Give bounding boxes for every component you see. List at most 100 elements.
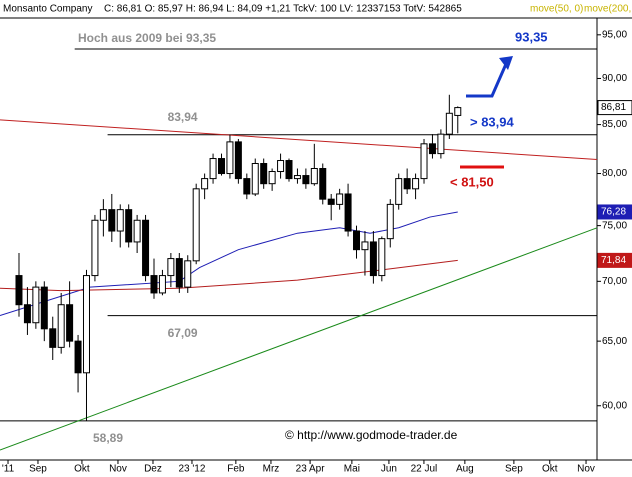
- candle-body: [336, 193, 344, 205]
- x-tick-label: Aug: [456, 464, 474, 475]
- y-tick-label: 80,00: [602, 168, 627, 179]
- candle-body: [150, 275, 158, 294]
- candle-body: [116, 209, 124, 232]
- candle-body: [395, 178, 403, 205]
- candle-body: [293, 175, 301, 180]
- candle-body: [268, 171, 276, 185]
- chart-title: Monsanto Company: [3, 4, 93, 15]
- candle-body: [82, 275, 90, 374]
- candle-body: [353, 230, 361, 251]
- candle-body: [175, 258, 183, 288]
- candle-body: [403, 178, 411, 190]
- x-tick-label: 22 Jul: [411, 464, 438, 475]
- price-tag-label: 86,81: [601, 102, 626, 113]
- legend-entry: move(200, 0): [584, 4, 632, 15]
- y-tick-label: 70,00: [602, 276, 627, 287]
- x-tick-label: Mai: [344, 464, 360, 475]
- legend-entry: move(50, 0): [530, 4, 583, 15]
- moving-average: [0, 259, 458, 292]
- candle-body: [285, 160, 293, 180]
- arrow-head: [499, 56, 513, 70]
- x-tick-label: Jun: [381, 464, 397, 475]
- candle-body: [302, 175, 310, 185]
- price-tag-label: 71,84: [601, 255, 626, 266]
- annotation: Hoch aus 2009 bei 93,35: [78, 31, 216, 45]
- candle-body: [201, 178, 209, 190]
- candle-body: [125, 209, 133, 243]
- y-tick-label: 65,00: [602, 336, 627, 347]
- candle-body: [192, 188, 200, 262]
- arrow: [466, 63, 508, 98]
- candle-body: [412, 178, 420, 190]
- candle-body: [40, 286, 48, 330]
- candle-body: [91, 219, 99, 277]
- candle-body: [32, 286, 40, 324]
- candle-body: [99, 209, 107, 221]
- trendline: [0, 119, 598, 161]
- annotation: > 83,94: [470, 114, 515, 129]
- candle-body: [158, 275, 166, 294]
- candle-body: [133, 219, 141, 243]
- x-tick-label: '11: [2, 464, 15, 475]
- x-tick-label: 23 '12: [178, 464, 205, 475]
- candle-body: [209, 158, 217, 180]
- annotation: 93,35: [515, 29, 548, 44]
- candle-body: [15, 275, 23, 306]
- y-tick-label: 60,00: [602, 400, 627, 411]
- candle-body: [57, 304, 65, 348]
- x-tick-label: Feb: [227, 464, 245, 475]
- candle-body: [327, 198, 335, 205]
- candle-body: [310, 168, 318, 185]
- annotation: < 81,50: [450, 174, 494, 189]
- candle-body: [386, 203, 394, 240]
- x-tick-label: Dez: [144, 464, 162, 475]
- candle-body: [437, 133, 445, 155]
- candle-body: [234, 141, 242, 180]
- x-tick-label: Nov: [109, 464, 127, 475]
- price-tag-label: 76,28: [601, 207, 626, 218]
- x-tick-label: Okt: [542, 464, 558, 475]
- candle-body: [361, 241, 369, 251]
- y-tick-label: 85,00: [602, 119, 627, 130]
- candle-body: [277, 160, 285, 173]
- candle-body: [226, 141, 234, 175]
- candle-body: [454, 107, 462, 116]
- x-tick-label: Okt: [74, 464, 90, 475]
- price-tag: [597, 252, 632, 268]
- trendline: [0, 227, 598, 451]
- candle-body: [243, 178, 251, 195]
- x-tick-label: Mrz: [263, 464, 280, 475]
- candle-body: [167, 258, 175, 277]
- candle-body: [142, 219, 150, 277]
- candle-body: [184, 260, 192, 288]
- candle-body: [445, 112, 453, 135]
- candle-body: [369, 241, 377, 277]
- level-label: 83,94: [168, 110, 198, 124]
- x-tick-label: Nov: [577, 464, 595, 475]
- price-tag: [597, 204, 632, 220]
- candle-body: [420, 143, 428, 180]
- x-tick-label: 23 Apr: [296, 464, 326, 475]
- source: © http://www.godmode-trader.de: [285, 428, 458, 442]
- level-label: 58,89: [93, 431, 123, 445]
- candle-body: [344, 193, 352, 232]
- candle-body: [49, 328, 57, 348]
- candle-body: [319, 168, 327, 200]
- candle-body: [108, 209, 116, 232]
- candle-body: [378, 238, 386, 277]
- candle-body: [66, 304, 74, 342]
- candle-body: [23, 304, 31, 324]
- y-tick-label: 90,00: [602, 73, 627, 84]
- price-tag: [597, 100, 632, 116]
- candle-body: [218, 158, 226, 175]
- y-tick-label: 75,00: [602, 220, 627, 231]
- y-tick-label: 95,00: [602, 29, 627, 40]
- quote-info: C: 86,81 O: 85,97 H: 86,94 L: 84,09 +1,2…: [104, 4, 462, 15]
- candle-body: [428, 143, 436, 155]
- candle-body: [251, 163, 259, 195]
- x-tick-label: Sep: [505, 464, 523, 475]
- candle-body: [260, 163, 268, 185]
